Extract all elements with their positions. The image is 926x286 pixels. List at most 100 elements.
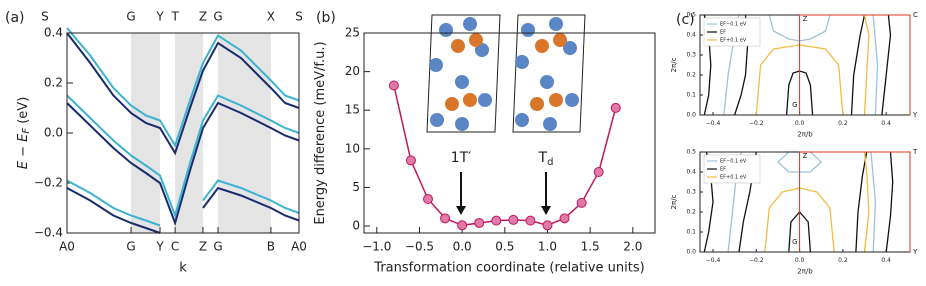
x-axis-label: k [179,261,187,276]
series-line [764,151,870,253]
marker [559,213,570,224]
x-tick-label: 0.2 [838,120,848,127]
y-tick-label: 0.1 [686,229,696,236]
panel-label: (b) [316,10,336,26]
x-tick-label: −0.2 [749,257,764,264]
legend-label: EF [720,167,726,173]
x-tick-label: C [171,239,179,253]
y-tick-label: 5 [352,180,360,194]
annotation: 1T′ [451,150,472,166]
annotation: Td [538,150,554,168]
series-line [66,101,300,227]
x-tick-label: B [267,239,275,253]
marker [405,155,416,166]
atoms-orange [445,33,567,111]
legend-label: EF−0.1 eV [720,159,747,165]
series-line [66,32,300,156]
x-tick-label: Y [155,239,164,253]
y-tick-label: 0.4 [686,32,696,39]
y-tick-label: 0.0 [44,126,63,140]
y-tick-label: 0.5 [686,12,696,19]
legend-box [703,154,761,184]
x-top-tick-label: X [267,10,275,24]
marker [440,213,451,224]
shaded-region [218,33,271,233]
y-tick-label: 0.2 [686,209,696,216]
panel-label: (c) [676,12,695,28]
y-axis-label-main: 2π/c [670,194,678,209]
zone-boundary [799,151,911,252]
x-tick-label: 1.5 [581,239,600,253]
x-top-tick-label: Z [199,10,207,24]
marker [610,102,621,113]
x-tick-label: Z [199,239,207,253]
x-top-tick-label: S [295,10,303,24]
marker [593,166,604,177]
shaded-region [131,33,161,233]
x-tick-label: −0.2 [749,120,764,127]
x-axis-label: 2π/b [797,131,813,139]
legend-label: EF+0.1 eV [720,38,747,44]
y-axis-label: E − EF (eV) [16,97,33,170]
x-tick-label: A0 [59,239,75,253]
y-axis-label: 2π/c [670,57,678,72]
crystal-insets [426,14,586,133]
y-tick-label: 0.4 [686,169,696,176]
x-top-tick-label: Y [155,10,164,24]
y-tick-label: 0.2 [44,76,63,90]
series-line [66,186,300,234]
x-axis-label: Transformation coordinate (relative unit… [373,261,644,276]
x-tick-label: −0.5 [405,239,434,253]
series-line [66,94,300,219]
y-tick-label: 20 [345,64,360,78]
x-tick-label: −0.4 [706,257,721,264]
plot-frame [363,32,656,234]
legend-label: EF−0.1 eV [720,22,747,28]
x-tick-label: 0.4 [881,120,891,127]
marker [491,215,502,226]
x-axis-label: 2π/b [797,268,813,276]
point-label: G [792,101,797,109]
y-axis-label-unit: (eV) [16,97,31,128]
y-axis-label-sub: F [21,128,32,134]
point-label: G [792,238,797,246]
y-tick-label: 0 [352,219,360,233]
point-label: Y [912,111,918,119]
y-tick-label: 0.3 [686,52,696,59]
panel: 0.0 0.1 0.2 0.3 0.4 0.5 −0.4 −0.2 0.0 0.2 0.4 2π/b 2… [670,148,918,276]
y-axis-label-main: E − E [16,133,31,169]
x-top-tick-label: G [126,10,135,24]
marker [508,214,519,225]
y-axis-label-main: 2π/c [670,57,678,72]
legend-label: EF [720,30,726,36]
annotation-arrowhead [456,206,466,215]
annotation-arrowhead [541,206,551,215]
x-tick-label: 0.5 [495,239,514,253]
y-tick-label: 0.3 [686,189,696,196]
panel: (a)−0.4−0.20.00.20.4A0 G Y C Z G B A0S G Y T Z G X SkE… [5,10,307,276]
x-tick-label: G [213,239,222,253]
atoms-blue [429,17,579,131]
x-tick-label: 0.2 [838,257,848,264]
annotation-sub: d [547,157,553,168]
marker [457,220,468,231]
zone-boundary [799,14,911,115]
x-tick-label: 0.0 [453,239,472,253]
marker [576,197,587,208]
panel-label: (a) [5,10,25,26]
annotation-text: 1T′ [451,150,472,166]
y-axis-label-main: Energy difference (meV/f.u.) [313,41,328,224]
x-top-tick-label: T [170,10,179,24]
inset-frame [512,14,586,133]
y-tick-label: 0.5 [686,149,696,156]
x-top-tick-label: G [213,10,222,24]
marker [388,80,399,91]
point-label: Z [803,152,808,160]
marker [423,194,434,205]
y-tick-label: 0.4 [44,26,63,40]
panel: (b) 0 5 10 15 20 25 −1.0 −0.5 0.0 0.5 1.0 1.5 2.0 Tran… [313,10,656,276]
y-tick-label: 10 [345,141,360,155]
y-tick-label: 25 [345,26,360,40]
inset-frame [426,14,501,133]
